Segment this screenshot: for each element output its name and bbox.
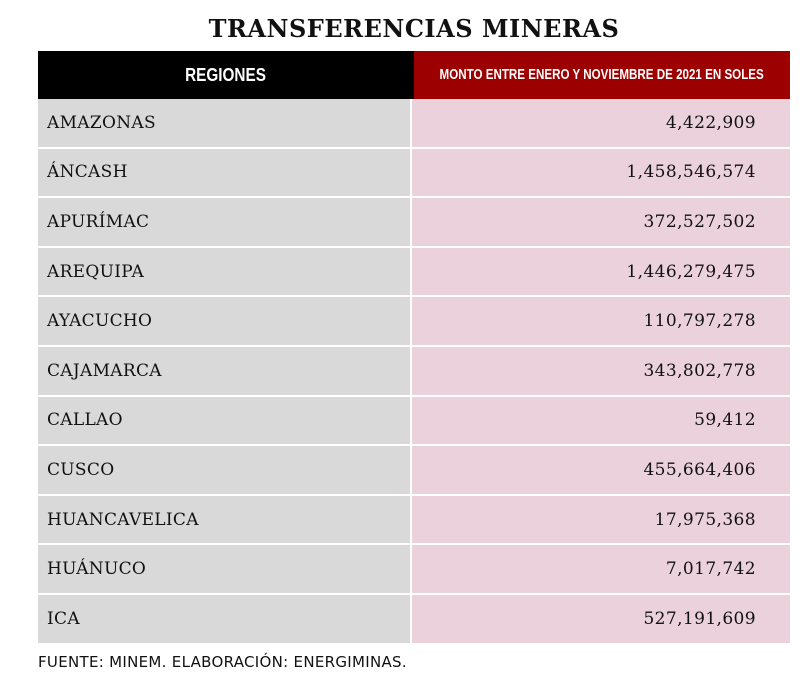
table-row: AREQUIPA 1,446,279,475	[38, 247, 790, 298]
table-row: AYACUCHO 110,797,278	[38, 297, 790, 347]
header-cell-amount: MONTO ENTRE ENERO Y NOVIEMBRE DE 2021 EN…	[414, 51, 790, 99]
amount-cell: 1,458,546,574	[412, 148, 790, 197]
region-cell: CALLAO	[38, 396, 412, 445]
table-row: ICA 527,191,609	[38, 594, 790, 645]
table-row: APURÍMAC 372,527,502	[38, 198, 790, 248]
table-row: ÁNCASH 1,458,546,574	[38, 148, 790, 199]
amount-cell: 455,664,406	[412, 446, 790, 494]
table-row: HUANCAVELICA 17,975,368	[38, 495, 790, 546]
source-note: FUENTE: MINEM. ELABORACIÓN: ENERGIMINAS.	[38, 653, 407, 671]
amount-cell: 110,797,278	[412, 297, 790, 345]
data-table: REGIONES MONTO ENTRE ENERO Y NOVIEMBRE D…	[38, 51, 790, 645]
region-cell: ÁNCASH	[38, 148, 412, 197]
region-cell: HUANCAVELICA	[38, 495, 412, 544]
amount-cell: 59,412	[412, 396, 790, 445]
region-cell: AYACUCHO	[38, 297, 412, 345]
table-row: CALLAO 59,412	[38, 396, 790, 447]
amount-cell: 343,802,778	[412, 346, 790, 395]
region-cell: HUÁNUCO	[38, 545, 412, 593]
column-header-amount: MONTO ENTRE ENERO Y NOVIEMBRE DE 2021 EN…	[439, 67, 765, 83]
amount-cell: 17,975,368	[412, 495, 790, 544]
column-header-regions: REGIONES	[185, 64, 267, 85]
amount-cell: 527,191,609	[412, 594, 790, 643]
amount-cell: 372,527,502	[412, 198, 790, 246]
header-cell-regions: REGIONES	[38, 51, 414, 99]
region-cell: CAJAMARCA	[38, 346, 412, 395]
table-row: AMAZONAS 4,422,909	[38, 99, 790, 149]
amount-cell: 7,017,742	[412, 545, 790, 593]
region-cell: ICA	[38, 594, 412, 643]
table-row: CUSCO 455,664,406	[38, 446, 790, 496]
table-header-row: REGIONES MONTO ENTRE ENERO Y NOVIEMBRE D…	[38, 51, 790, 99]
chart-title: TRANSFERENCIAS MINERAS	[208, 14, 620, 43]
table-row: CAJAMARCA 343,802,778	[38, 346, 790, 397]
region-cell: AREQUIPA	[38, 247, 412, 296]
amount-cell: 1,446,279,475	[412, 247, 790, 296]
table-body: AMAZONAS 4,422,909 ÁNCASH 1,458,546,574 APUR…	[38, 99, 790, 645]
region-cell: CUSCO	[38, 446, 412, 494]
region-cell: AMAZONAS	[38, 99, 412, 147]
amount-cell: 4,422,909	[412, 99, 790, 147]
table-row: HUÁNUCO 7,017,742	[38, 545, 790, 595]
region-cell: APURÍMAC	[38, 198, 412, 246]
